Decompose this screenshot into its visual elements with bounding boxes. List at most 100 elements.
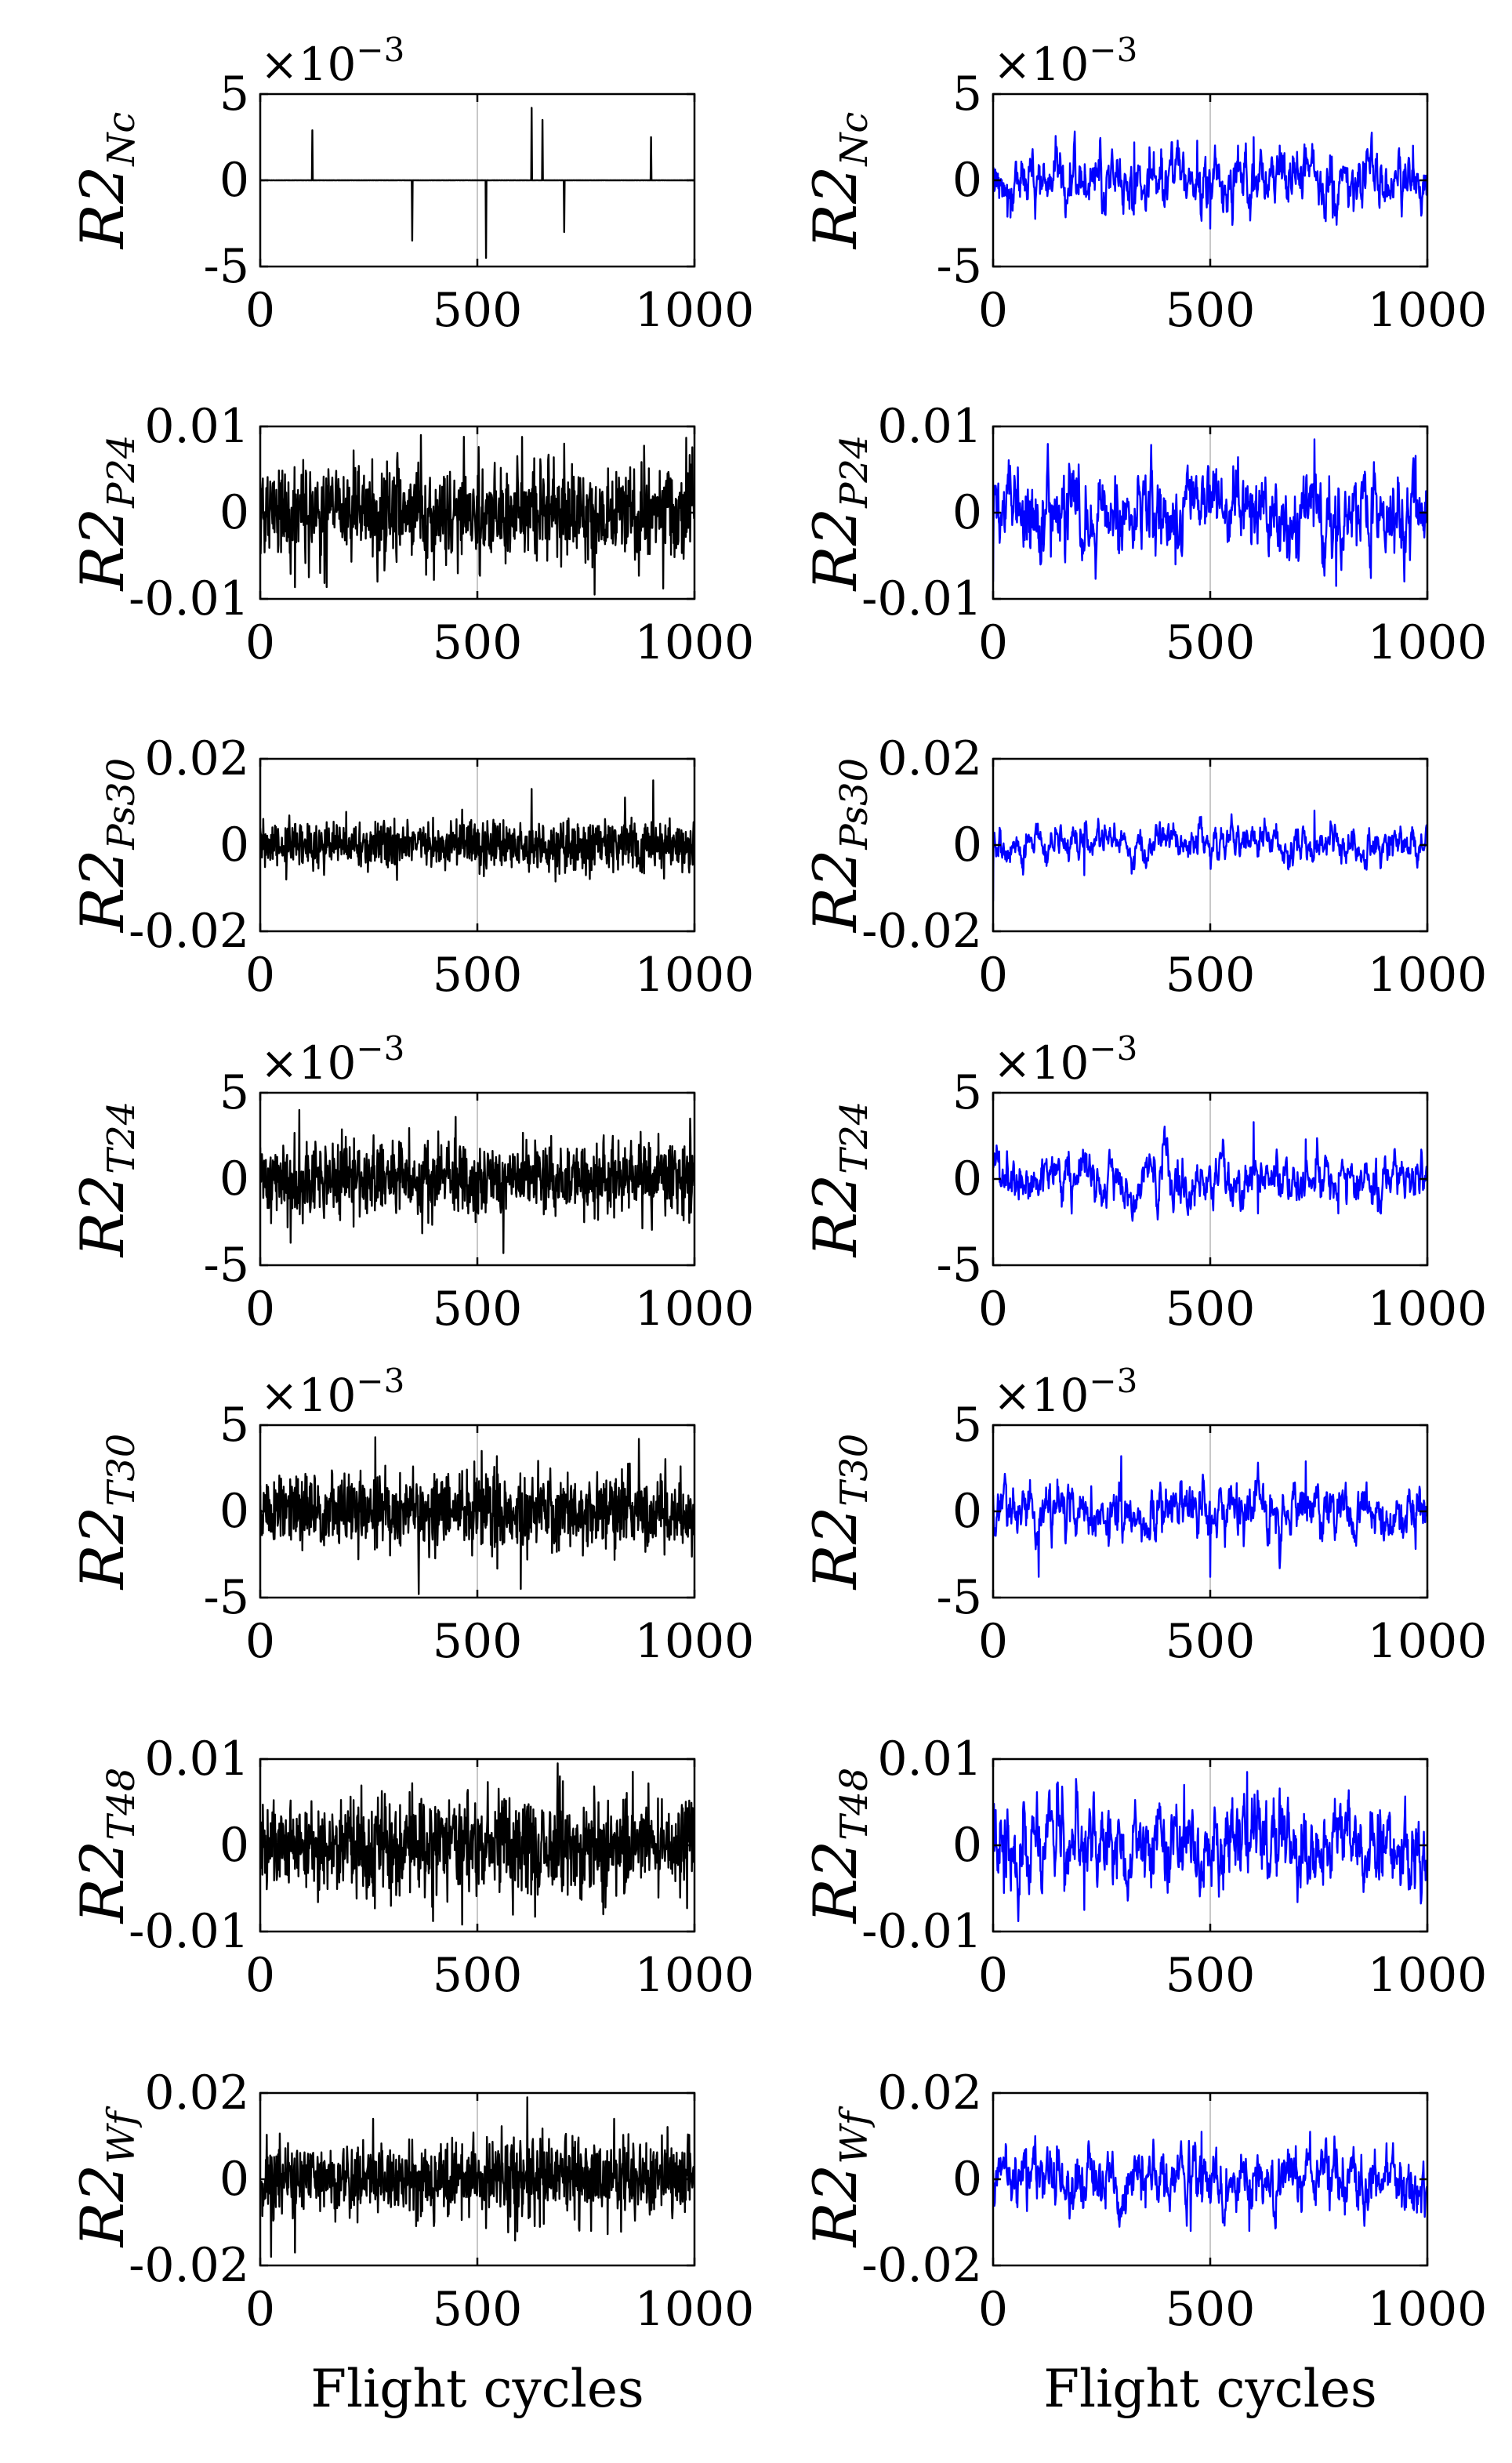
y-exponent-label: ×10−3 [993, 1029, 1137, 1090]
y-tick-label: 0 [952, 1152, 982, 1206]
y-axis-label: R2T30 [67, 1434, 143, 1591]
y-exponent-label: ×10−3 [993, 1362, 1137, 1422]
series-line [260, 2096, 694, 2258]
series-line [993, 809, 1427, 901]
y-tick-label: 0 [952, 485, 982, 540]
y-tick-label: 5 [952, 1398, 982, 1453]
y-axis-label: R2Nc [800, 112, 876, 250]
x-tick-label: 0 [978, 615, 1008, 670]
series-line [260, 433, 694, 596]
y-tick-label: -0.02 [861, 904, 982, 959]
y-tick-label: 0 [952, 1818, 982, 1873]
y-axis-label: R2Ps30 [67, 758, 143, 934]
x-tick-label: 1000 [1368, 1948, 1488, 2003]
x-tick-label: 1000 [635, 283, 755, 338]
y-tick-label: -5 [937, 1238, 982, 1293]
series-line [993, 1455, 1427, 1578]
y-tick-label: -0.01 [861, 1904, 982, 1959]
x-tick-label: 500 [433, 1948, 523, 2003]
y-axis-label: R2T48 [67, 1768, 143, 1925]
x-tick-label: 500 [433, 2282, 523, 2337]
y-axis-label: R2Nc [67, 112, 143, 250]
y-tick-label: 0.01 [877, 1732, 982, 1786]
y-tick-label: -0.01 [129, 1904, 249, 1959]
y-tick-label: 0.02 [144, 2066, 249, 2120]
series-line [260, 779, 694, 883]
y-tick-label: 5 [219, 67, 249, 122]
y-tick-label: 0.01 [144, 1732, 249, 1786]
y-axis-label: R2P24 [800, 435, 876, 593]
series-line [993, 2131, 1427, 2233]
y-tick-label: -5 [937, 1570, 982, 1625]
y-axis-label: R2Wf [800, 2106, 876, 2248]
series-line [260, 1108, 694, 1254]
y-tick-label: 0 [219, 153, 249, 208]
x-tick-label: 1000 [1368, 283, 1488, 338]
x-tick-label: 500 [1166, 1282, 1256, 1337]
y-tick-label: 0 [219, 1152, 249, 1206]
x-tick-label: 0 [245, 2282, 275, 2337]
y-tick-label: -5 [937, 239, 982, 294]
y-tick-label: -0.02 [861, 2238, 982, 2293]
y-tick-label: 0.02 [877, 731, 982, 786]
y-tick-label: 0 [219, 485, 249, 540]
x-tick-label: 1000 [635, 2282, 755, 2337]
x-axis-label: Flight cycles [310, 2359, 644, 2419]
y-tick-label: -0.01 [129, 571, 249, 626]
series-line [260, 107, 694, 259]
y-tick-label: 0.02 [144, 731, 249, 786]
x-tick-label: 1000 [635, 948, 755, 1003]
y-axis-label: R2Wf [67, 2106, 143, 2248]
y-tick-label: 0 [219, 1818, 249, 1873]
x-tick-label: 500 [433, 948, 523, 1003]
y-tick-label: 0.02 [877, 2066, 982, 2120]
y-tick-label: 5 [952, 1065, 982, 1120]
x-tick-label: 0 [978, 1282, 1008, 1337]
series-line [993, 130, 1427, 230]
y-tick-label: 0 [952, 818, 982, 872]
series-line [260, 1762, 694, 1926]
x-tick-label: 0 [978, 948, 1008, 1003]
y-exponent-label: ×10−3 [260, 31, 404, 91]
x-tick-label: 0 [245, 1614, 275, 1669]
x-tick-label: 500 [433, 615, 523, 670]
y-tick-label: 0 [219, 2152, 249, 2207]
x-tick-label: 1000 [635, 1614, 755, 1669]
x-tick-label: 1000 [1368, 2282, 1488, 2337]
x-tick-label: 1000 [1368, 1614, 1488, 1669]
x-tick-label: 500 [1166, 948, 1256, 1003]
x-tick-label: 500 [433, 1282, 523, 1337]
y-tick-label: 5 [219, 1398, 249, 1453]
y-axis-label: R2T24 [800, 1101, 876, 1259]
y-tick-label: -0.01 [861, 571, 982, 626]
y-tick-label: 0.01 [144, 399, 249, 454]
x-tick-label: 500 [1166, 1948, 1256, 2003]
x-axis-label: Flight cycles [1043, 2359, 1377, 2419]
y-tick-label: 0.01 [877, 399, 982, 454]
x-tick-label: 500 [1166, 283, 1256, 338]
x-tick-label: 1000 [1368, 1282, 1488, 1337]
x-tick-label: 0 [978, 1614, 1008, 1669]
y-tick-label: 0 [952, 2152, 982, 2207]
x-tick-label: 0 [978, 2282, 1008, 2337]
x-tick-label: 500 [1166, 615, 1256, 670]
x-tick-label: 0 [245, 1282, 275, 1337]
x-tick-label: 1000 [635, 1948, 755, 2003]
y-exponent-label: ×10−3 [993, 31, 1137, 91]
y-axis-label: R2P24 [67, 435, 143, 593]
y-tick-label: -5 [204, 239, 249, 294]
y-tick-label: -0.02 [129, 904, 249, 959]
y-tick-label: 0 [952, 1484, 982, 1539]
x-tick-label: 1000 [635, 615, 755, 670]
